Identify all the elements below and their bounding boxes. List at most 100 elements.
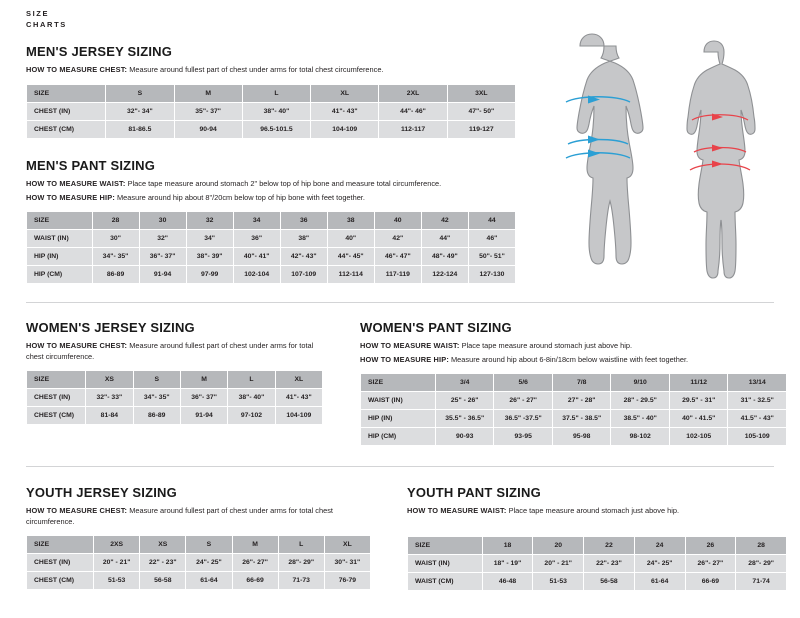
column-header: M	[179, 370, 229, 389]
instruction-text: Measure around fullest part of chest und…	[26, 341, 314, 361]
table-cell: 90-94	[173, 119, 243, 139]
table-cell: 96.5-101.5	[241, 119, 312, 139]
male-chest-arrow	[565, 96, 631, 103]
page-title-line2: CHARTS	[26, 20, 67, 29]
column-header: 11/12	[668, 373, 729, 392]
instruction-text: Place tape measure around stomach 2" bel…	[125, 179, 442, 188]
column-header: XL	[323, 535, 372, 554]
column-header: S	[105, 83, 175, 103]
table-header-row: SIZE XS S M L XL	[25, 370, 324, 389]
table-cell: 44"	[420, 229, 469, 248]
table-cell: 36"- 37"	[138, 247, 187, 266]
table-cell: 30"- 31"	[323, 553, 372, 572]
column-header: S	[132, 370, 181, 389]
table-row: CHEST (IN) 20" - 21" 22" - 23" 24"- 25" …	[25, 553, 372, 572]
row-label: WAIST (IN)	[26, 229, 93, 248]
male-chest-arrowhead	[588, 95, 600, 104]
table-cell: 26" - 27"	[493, 391, 553, 410]
table-row: CHEST (CM) 51-53 56-58 61-64 66-69 71-73…	[25, 571, 372, 590]
row-label: CHEST (CM)	[25, 119, 107, 139]
row-label: HIP (IN)	[360, 409, 436, 428]
size-table-womens-jersey: SIZE XS S M L XL CHEST (IN) 32"- 33" 34"…	[25, 370, 324, 425]
body-measurement-diagrams	[524, 32, 786, 290]
size-table-mens-pant: SIZE 28 30 32 34 36 38 40 42 44 WAIST (I…	[26, 211, 517, 284]
male-hip-arrow	[565, 152, 631, 159]
row-label: WAIST (IN)	[360, 391, 436, 410]
size-table-womens-pant: SIZE 3/4 5/6 7/8 9/10 11/12 13/14 WAIST …	[360, 373, 787, 446]
section-divider	[26, 466, 774, 467]
row-label: CHEST (IN)	[25, 388, 87, 407]
page-title: SIZE CHARTS	[26, 8, 67, 30]
table-cell: 26"- 27"	[684, 553, 737, 573]
table-cell: 61-64	[185, 571, 233, 590]
table-header-row: SIZE 28 30 32 34 36 38 40 42 44	[26, 211, 517, 230]
column-header: M	[173, 83, 243, 103]
table-cell: 127-130	[467, 265, 517, 284]
instruction-text: Measure around fullest part of chest und…	[127, 65, 384, 74]
table-cell: 102-105	[668, 427, 729, 446]
instruction-text: Measure around fullest part of chest und…	[26, 506, 333, 526]
instruction-label: HOW TO MEASURE HIP:	[26, 192, 115, 202]
table-row: HIP (CM) 90-93 93-95 95-98 98-102 102-10…	[360, 427, 787, 446]
column-header: L	[277, 535, 325, 554]
table-row: WAIST (IN) 18" - 19" 20" - 21" 22"- 23" …	[407, 553, 787, 573]
table-cell: 42"- 43"	[279, 247, 328, 266]
table-cell: 31" - 32.5"	[727, 391, 787, 410]
column-header: L	[241, 83, 312, 103]
table-cell: 98-102	[610, 427, 670, 446]
table-cell: 32"- 34"	[105, 101, 175, 121]
instruction-line: HOW TO MEASURE WAIST: Place tape measure…	[26, 179, 516, 190]
table-cell: 36.5" -37.5"	[493, 409, 553, 428]
column-header: 40	[373, 211, 422, 230]
table-row: WAIST (IN) 25" - 26" 26" - 27" 27" - 28"…	[360, 391, 787, 410]
table-cell: 48"- 49"	[420, 247, 469, 266]
instruction-label: HOW TO MEASURE WAIST:	[360, 341, 460, 350]
female-chest-arrowhead	[712, 113, 723, 121]
section-youth-pant-sizing: YOUTH PANT SIZING HOW TO MEASURE WAIST: …	[407, 485, 787, 591]
row-label: WAIST (IN)	[407, 553, 483, 573]
table-cell: 117-119	[373, 265, 422, 284]
table-cell: 107-109	[279, 265, 328, 284]
table-cell: 105-109	[727, 427, 787, 446]
table-row: CHEST (CM) 81-84 86-89 91-94 97-102 104-…	[25, 406, 324, 425]
column-header: 28	[91, 211, 140, 230]
instruction-label: HOW TO MEASURE CHEST:	[26, 65, 128, 74]
table-cell: 112-117	[378, 119, 448, 139]
instruction-line: HOW TO MEASURE WAIST: Place tape measure…	[407, 506, 787, 517]
table-cell: 24"- 25"	[185, 553, 233, 572]
row-label: HIP (CM)	[26, 265, 93, 284]
column-header: 36	[279, 211, 328, 230]
table-cell: 76-79	[323, 571, 372, 590]
section-mens-pant-sizing: MEN'S PANT SIZING HOW TO MEASURE WAIST: …	[26, 158, 517, 284]
column-header: SIZE	[25, 83, 107, 103]
column-header: XL	[274, 370, 324, 389]
table-cell: 46-48	[481, 571, 534, 591]
table-row: HIP (IN) 34"- 35" 36"- 37" 38"- 39" 40"-…	[26, 247, 517, 266]
table-cell: 44"- 46"	[378, 101, 448, 121]
table-cell: 81-84	[85, 406, 134, 425]
table-cell: 104-109	[310, 119, 380, 139]
table-cell: 32"	[138, 229, 187, 248]
table-cell: 38.5" - 40"	[610, 409, 670, 428]
table-cell: 36"	[232, 229, 281, 248]
table-cell: 71-73	[277, 571, 325, 590]
row-label: WAIST (CM)	[407, 571, 483, 591]
instruction-label: HOW TO MEASURE CHEST:	[26, 341, 128, 350]
instruction-line: HOW TO MEASURE HIP: Measure around hip a…	[26, 193, 516, 204]
female-hip-arrowhead	[712, 160, 723, 168]
table-cell: 22"- 23"	[583, 553, 635, 573]
table-cell: 90-93	[434, 427, 495, 446]
male-hip-arrowhead	[588, 149, 600, 158]
table-header-row: SIZE S M L XL 2XL 3XL	[25, 83, 517, 103]
table-cell: 38"	[279, 229, 328, 248]
male-waist-arrowhead	[588, 135, 600, 144]
table-cell: 18" - 19"	[481, 553, 534, 573]
instruction-line: HOW TO MEASURE CHEST: Measure around ful…	[26, 65, 516, 76]
section-title: YOUTH PANT SIZING	[407, 485, 541, 500]
table-row: WAIST (CM) 46-48 51-53 56-58 61-64 66-69…	[407, 571, 787, 591]
column-header: 28	[735, 535, 787, 555]
column-header: XS	[85, 370, 134, 389]
column-header: 24	[633, 535, 686, 555]
table-cell: 91-94	[138, 265, 187, 284]
instruction-line: HOW TO MEASURE CHEST: Measure around ful…	[26, 341, 323, 362]
